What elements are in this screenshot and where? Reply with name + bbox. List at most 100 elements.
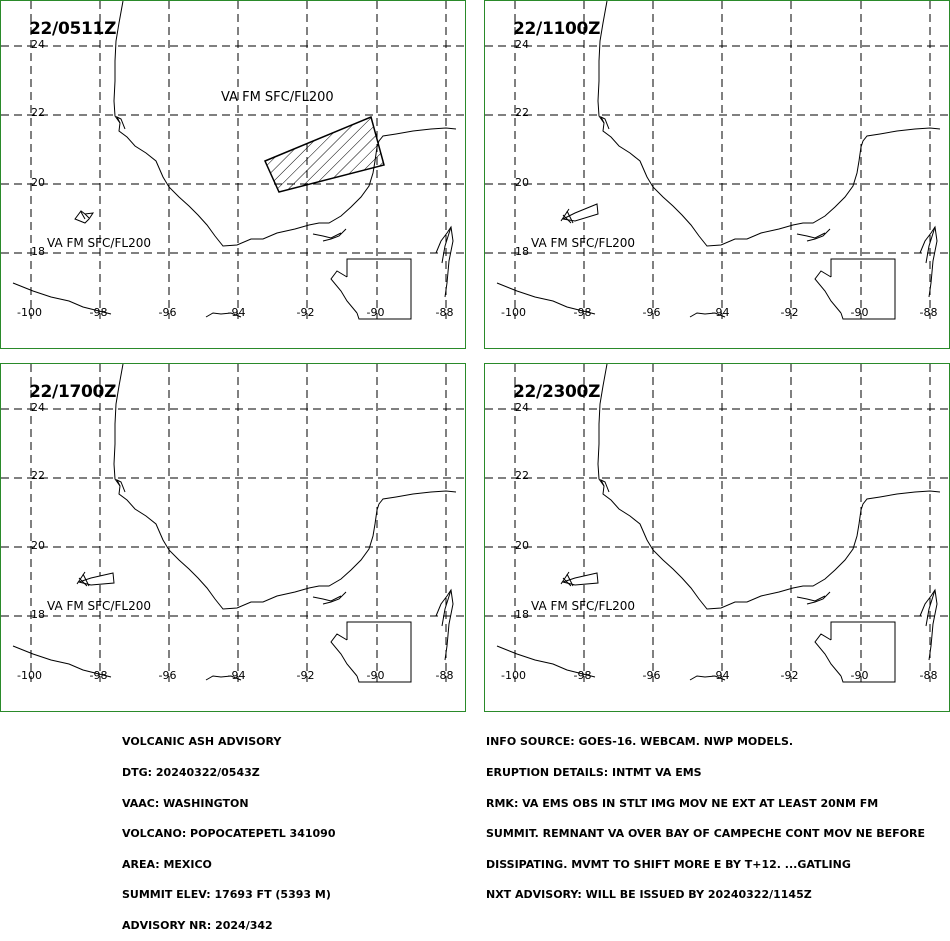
coastline-segment xyxy=(830,258,896,320)
latitude-label: 22 xyxy=(515,106,529,119)
advisory-line: ADVISORY NR: 2024/342 xyxy=(122,919,273,933)
advisory-line: SUMMIT ELEV: 17693 FT (5393 M) xyxy=(122,888,331,902)
graticule xyxy=(1,364,467,682)
latitude-label: 22 xyxy=(515,469,529,482)
coastline-segment xyxy=(113,364,457,610)
coastline-segment xyxy=(115,115,126,130)
panel-time: 22/1700Z xyxy=(29,382,117,402)
longitude-label: -90 xyxy=(850,669,869,682)
coastline-segment xyxy=(796,232,826,239)
ash-plume xyxy=(560,571,599,587)
coastline-segment xyxy=(689,312,726,318)
coastline-segment xyxy=(12,282,112,315)
ash-area-volcano xyxy=(77,572,115,586)
latitude-label: 24 xyxy=(31,401,45,414)
latitude-label: 20 xyxy=(515,539,529,552)
volcano-ash-label: VA FM SFC/FL200 xyxy=(531,599,635,613)
coastline-segment xyxy=(919,588,938,661)
ash-plume xyxy=(74,115,385,224)
coastline-segment xyxy=(806,591,831,605)
longitude-label: -88 xyxy=(919,669,938,682)
longitude-label: -90 xyxy=(850,306,869,319)
coastline-segment xyxy=(689,675,726,681)
map-canvas xyxy=(485,364,950,683)
coastline-segment xyxy=(12,645,112,678)
coastline-segment xyxy=(496,282,596,315)
advisory-line: INFO SOURCE: GOES-16. WEBCAM. NWP MODELS… xyxy=(486,735,794,749)
coastline-segment xyxy=(441,226,452,264)
volcano-ash-label: VA FM SFC/FL200 xyxy=(531,236,635,250)
longitude-label: -98 xyxy=(89,306,108,319)
longitude-label: -92 xyxy=(780,306,799,319)
longitude-label: -90 xyxy=(366,306,385,319)
longitude-label: -96 xyxy=(158,306,177,319)
coastline-segment xyxy=(919,225,938,298)
coastline-segment xyxy=(806,228,831,242)
advisory-line: VOLCANO: POPOCATEPETL 341090 xyxy=(122,827,336,841)
latitude-label: 24 xyxy=(515,401,529,414)
advisory-line: VOLCANIC ASH ADVISORY xyxy=(122,735,282,749)
coastline-segment xyxy=(441,589,452,627)
advisory-line: ERUPTION DETAILS: INTMT VA EMS xyxy=(486,766,702,780)
ash-area-label: VA FM SFC/FL200 xyxy=(221,90,334,105)
longitude-label: -92 xyxy=(296,306,315,319)
coastline xyxy=(496,1,941,320)
coastline-segment xyxy=(814,633,842,677)
ash-plume xyxy=(76,571,115,587)
map-canvas xyxy=(1,364,467,683)
advisory-line: AREA: MEXICO xyxy=(122,857,212,871)
coastline xyxy=(12,1,457,320)
graticule xyxy=(485,1,950,319)
coastline-segment xyxy=(496,645,596,678)
advisory-line: DISSIPATING. MVMT TO SHIFT MORE E BY T+1… xyxy=(486,857,851,871)
advisory-line: VAAC: WASHINGTON xyxy=(122,796,249,810)
coastline-segment xyxy=(205,675,242,681)
coastline-segment xyxy=(599,115,610,130)
advisory-line: RMK: VA EMS OBS IN STLT IMG MOV NE EXT A… xyxy=(486,796,879,810)
ash-area-volcano xyxy=(561,572,599,586)
latitude-label: 18 xyxy=(515,245,529,258)
ash-hatch xyxy=(560,208,574,224)
map-canvas xyxy=(1,1,467,320)
map-panel-4: 22/2300Z VA FM SFC/FL200 24 22 20 18 -100 -98… xyxy=(484,363,950,712)
ash-hatch xyxy=(76,571,90,587)
coastline-segment xyxy=(322,228,347,242)
coastline-segment xyxy=(435,225,454,298)
ash-hatch xyxy=(80,211,90,220)
coastline-segment xyxy=(925,589,936,627)
graticule xyxy=(485,364,950,682)
longitude-label: -88 xyxy=(919,306,938,319)
coastline-segment xyxy=(435,588,454,661)
volcano-ash-label: VA FM SFC/FL200 xyxy=(47,599,151,613)
coastline-segment xyxy=(830,621,896,683)
longitude-label: -88 xyxy=(435,669,454,682)
map-panel-3: 22/1700Z VA FM SFC/FL200 24 22 20 18 -100 -98… xyxy=(0,363,467,712)
graticule xyxy=(1,1,467,319)
ash-area-gulf xyxy=(263,115,385,193)
latitude-label: 20 xyxy=(31,539,45,552)
coastline-segment xyxy=(814,270,842,314)
latitude-label: 20 xyxy=(515,176,529,189)
coastline-segment xyxy=(205,312,242,318)
coastline-segment xyxy=(346,258,412,320)
coastline xyxy=(12,364,457,683)
map-canvas xyxy=(485,1,950,320)
map-panel-2: 22/1100Z VA FM SFC/FL200 24 22 20 18 -100 -98… xyxy=(484,0,950,349)
longitude-label: -90 xyxy=(366,669,385,682)
coastline-segment xyxy=(599,478,610,493)
ash-plume xyxy=(560,203,599,224)
longitude-label: -96 xyxy=(158,669,177,682)
coastline-segment xyxy=(597,364,941,610)
longitude-label: -100 xyxy=(17,669,42,682)
longitude-label: -94 xyxy=(227,306,246,319)
longitude-label: -92 xyxy=(780,669,799,682)
latitude-label: 22 xyxy=(31,469,45,482)
longitude-label: -98 xyxy=(573,306,592,319)
latitude-label: 22 xyxy=(31,106,45,119)
coastline-segment xyxy=(312,232,342,239)
coastline-segment xyxy=(115,478,126,493)
advisory-line: NXT ADVISORY: WILL BE ISSUED BY 20240322… xyxy=(486,888,812,902)
advisory-details-block: INFO SOURCE: GOES-16. WEBCAM. NWP MODELS… xyxy=(486,717,925,911)
latitude-label: 18 xyxy=(515,608,529,621)
latitude-label: 24 xyxy=(31,38,45,51)
